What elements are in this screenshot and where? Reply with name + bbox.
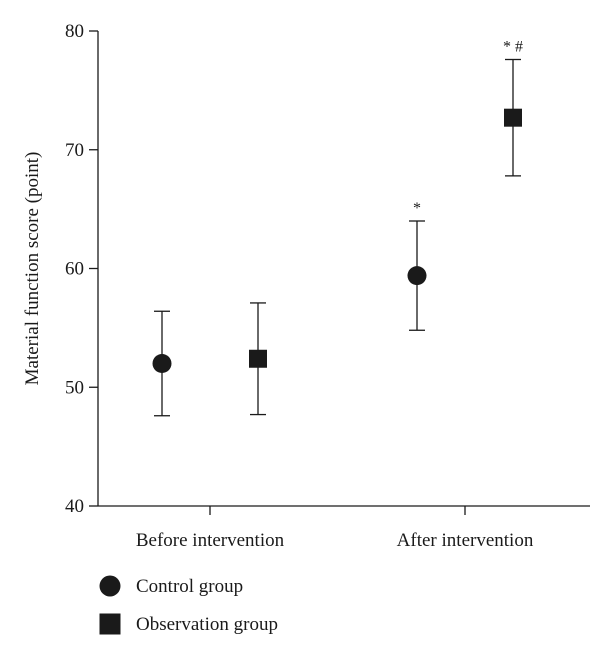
data-point-square [504, 108, 522, 127]
y-tick-label: 70 [65, 140, 84, 161]
series-2: * # [249, 39, 523, 416]
data-point-circle [152, 354, 172, 373]
axes: 40 50 60 70 80 Before intervention After inter… [22, 21, 590, 551]
data-point-square [249, 349, 267, 368]
legend-marker-square [99, 613, 121, 635]
significance-label: * # [503, 39, 523, 56]
y-tick-label: 40 [65, 496, 84, 517]
y-axis-title: Material function score (point) [22, 152, 43, 386]
x-tick-label: Before intervention [136, 530, 285, 551]
legend: Control group Observation group [99, 575, 278, 635]
legend-marker-circle [99, 575, 121, 597]
x-tick-label: After intervention [397, 530, 534, 551]
data-point-circle [407, 266, 427, 286]
y-tick-label: 50 [65, 377, 84, 398]
y-tick-label: 60 [65, 259, 84, 280]
legend-label: Control group [136, 576, 243, 597]
legend-label: Observation group [136, 614, 278, 635]
series-1: * [152, 200, 427, 417]
data-marks: * * # [152, 39, 523, 417]
significance-label: * [413, 200, 421, 217]
y-tick-label: 80 [65, 21, 84, 42]
